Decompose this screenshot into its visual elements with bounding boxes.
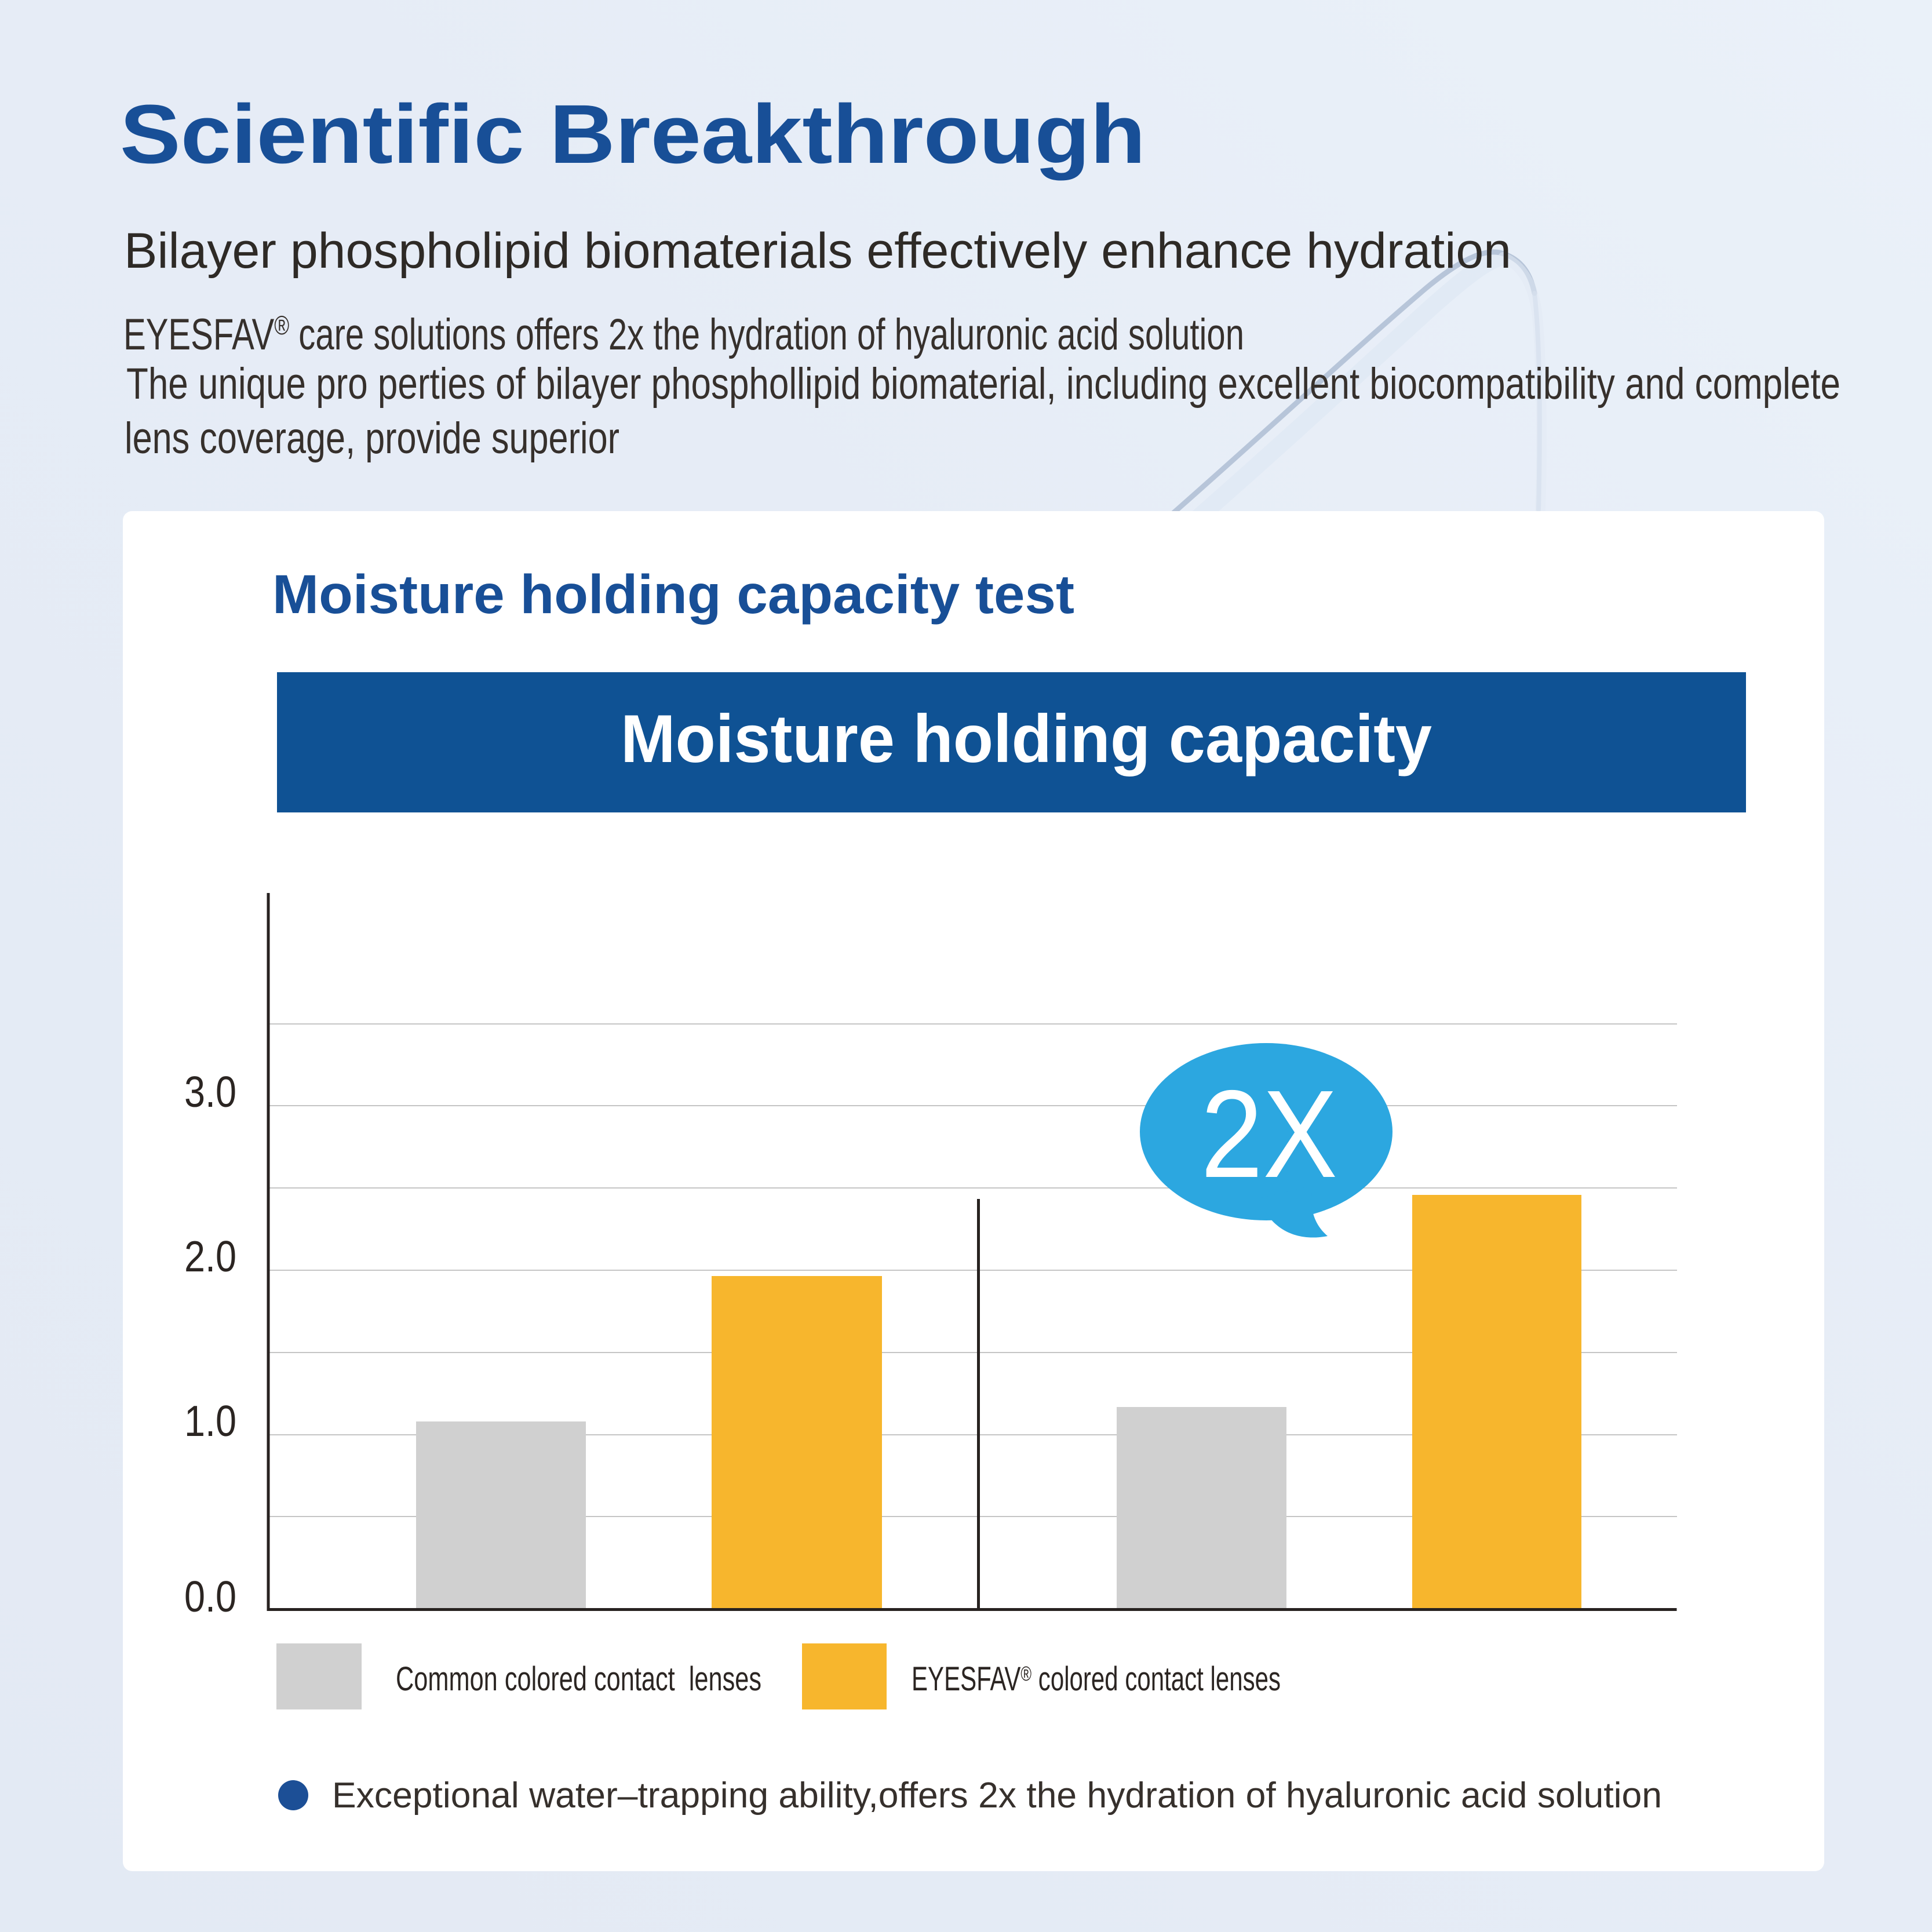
- svg-text:Moisture holding capacity test: Moisture holding capacity test: [272, 564, 1074, 625]
- svg-text:2.0: 2.0: [184, 1232, 236, 1281]
- svg-text:Exceptional water–trapping abi: Exceptional water–trapping ability,offer…: [332, 1776, 1662, 1816]
- svg-text:2X: 2X: [1201, 1064, 1337, 1204]
- svg-text:Bilayer phospholipid biomateri: Bilayer phospholipid biomaterials effect…: [124, 223, 1511, 279]
- svg-text:EYESFAV® colored contact lense: EYESFAV® colored contact lenses: [912, 1660, 1281, 1698]
- svg-text:Scientific Breakthrough: Scientific Breakthrough: [120, 88, 1146, 181]
- svg-text:Common colored contact lenses: Common colored contact lenses: [396, 1660, 761, 1698]
- svg-text:3.0: 3.0: [184, 1067, 236, 1116]
- svg-text:The unique pro perties of bila: The unique pro perties of bilayer phosph…: [126, 359, 1840, 409]
- svg-text:lens coverage, provide superio: lens coverage, provide superior: [125, 414, 619, 463]
- svg-text:0.0: 0.0: [184, 1572, 236, 1621]
- svg-text:Moisture holding capacity: Moisture holding capacity: [621, 701, 1432, 777]
- svg-text:1.0: 1.0: [184, 1397, 236, 1445]
- svg-text:EYESFAV® care solutions offers: EYESFAV® care solutions offers 2x the hy…: [123, 310, 1244, 359]
